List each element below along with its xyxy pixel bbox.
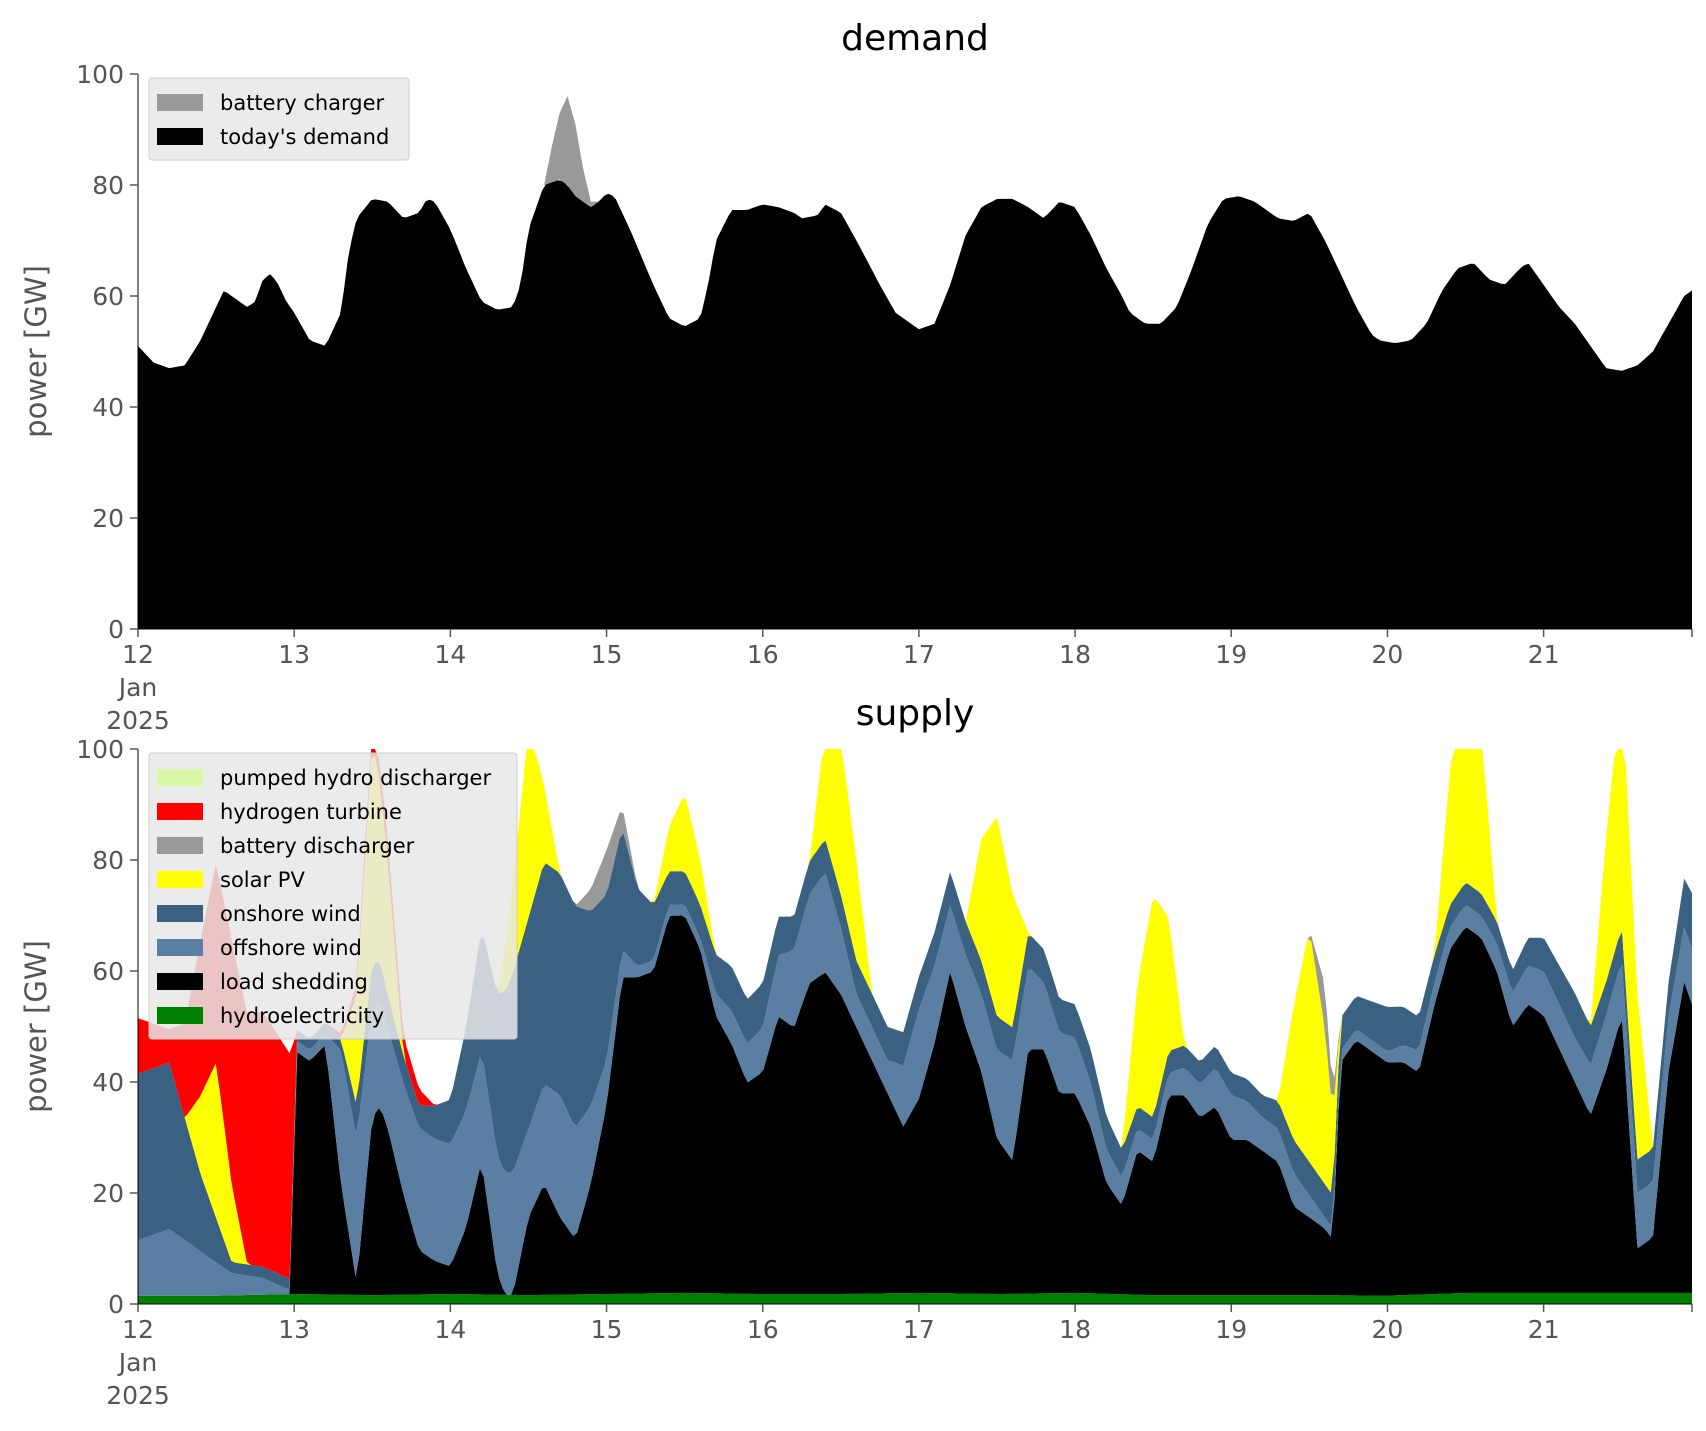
x-tick-label: Jan <box>117 1348 158 1377</box>
chart-title: demand <box>841 18 989 59</box>
x-tick-label: 17 <box>903 1315 935 1344</box>
x-tick-label: 21 <box>1528 1315 1560 1344</box>
y-tick-label: 80 <box>92 846 124 875</box>
legend-swatch <box>157 1007 203 1024</box>
x-tick-label: 20 <box>1372 1315 1404 1344</box>
legend-swatch <box>157 769 203 786</box>
series-area-battery-charger <box>544 96 599 208</box>
legend-box <box>148 752 518 1040</box>
y-tick-label: 40 <box>92 1068 124 1097</box>
x-tick-label: 17 <box>903 640 935 669</box>
y-tick-label: 0 <box>108 1290 124 1319</box>
legend-label: hydrogen turbine <box>220 800 402 824</box>
legend-label: load shedding <box>220 970 368 994</box>
legend-swatch <box>157 939 203 956</box>
y-tick-label: 20 <box>92 504 124 533</box>
x-tick-label: 2025 <box>106 1381 170 1410</box>
x-tick-label: 18 <box>1059 640 1091 669</box>
legend-swatch <box>157 837 203 854</box>
legend-box <box>148 77 410 161</box>
x-tick-label: 14 <box>434 1315 466 1344</box>
x-tick-label: 19 <box>1215 1315 1247 1344</box>
panel-demand: demand power [GW] 0 20 40 60 80 100 12 Jan 2025 13 1… <box>19 18 1693 735</box>
series-area-onshore-wind <box>138 833 1692 1290</box>
panel-supply: supply power [GW] 0 20 40 60 80 100 12 Jan 2025 13 1… <box>19 693 1693 1410</box>
legend-label: pumped hydro discharger <box>220 766 491 790</box>
y-tick-label: 60 <box>92 282 124 311</box>
x-tick-label: 21 <box>1528 640 1560 669</box>
x-tick-label: 15 <box>591 1315 623 1344</box>
x-tick-label: 15 <box>591 640 623 669</box>
y-tick-label: 100 <box>76 735 124 764</box>
legend-label: hydroelectricity <box>220 1004 384 1028</box>
x-tick-label: Jan <box>117 673 158 702</box>
series-area-today-s-demand <box>138 180 1692 629</box>
legend-swatch <box>157 803 203 820</box>
x-tick-label: 2025 <box>106 706 170 735</box>
series-area-offshore-wind <box>138 873 1692 1296</box>
x-tick-label: 16 <box>747 1315 779 1344</box>
x-tick-label: 14 <box>434 640 466 669</box>
x-tick-label: 13 <box>278 1315 310 1344</box>
x-tick-label: 12 <box>122 1315 154 1344</box>
x-tick-label: 18 <box>1059 1315 1091 1344</box>
series-area-solar-pv <box>138 749 1692 1279</box>
legend-swatch <box>157 94 203 111</box>
legend-swatch <box>157 973 203 990</box>
legend: battery charger today's demand <box>148 77 410 161</box>
y-tick-label: 40 <box>92 393 124 422</box>
series-area-hydroelectricity <box>138 1292 1692 1304</box>
legend: pumped hydro discharger hydrogen turbine b… <box>148 752 518 1040</box>
y-tick-label: 60 <box>92 957 124 986</box>
y-tick-label: 0 <box>108 615 124 644</box>
y-tick-label: 80 <box>92 171 124 200</box>
legend-swatch <box>157 871 203 888</box>
chart-title: supply <box>856 693 975 734</box>
legend-label: today's demand <box>220 125 389 149</box>
legend-label: onshore wind <box>220 902 361 926</box>
y-axis-label: power [GW] <box>19 940 53 1113</box>
x-tick-label: 16 <box>747 640 779 669</box>
legend-label: offshore wind <box>220 936 362 960</box>
x-tick-label: 19 <box>1215 640 1247 669</box>
y-axis-label: power [GW] <box>19 265 53 438</box>
legend-label: battery discharger <box>220 834 415 858</box>
legend-label: battery charger <box>220 91 385 115</box>
x-tick-label: 20 <box>1372 640 1404 669</box>
x-tick-label: 13 <box>278 640 310 669</box>
legend-swatch <box>157 905 203 922</box>
x-tick-label: 12 <box>122 640 154 669</box>
legend-label: solar PV <box>220 868 305 892</box>
legend-swatch <box>157 128 203 145</box>
y-tick-label: 20 <box>92 1179 124 1208</box>
y-tick-label: 100 <box>76 60 124 89</box>
